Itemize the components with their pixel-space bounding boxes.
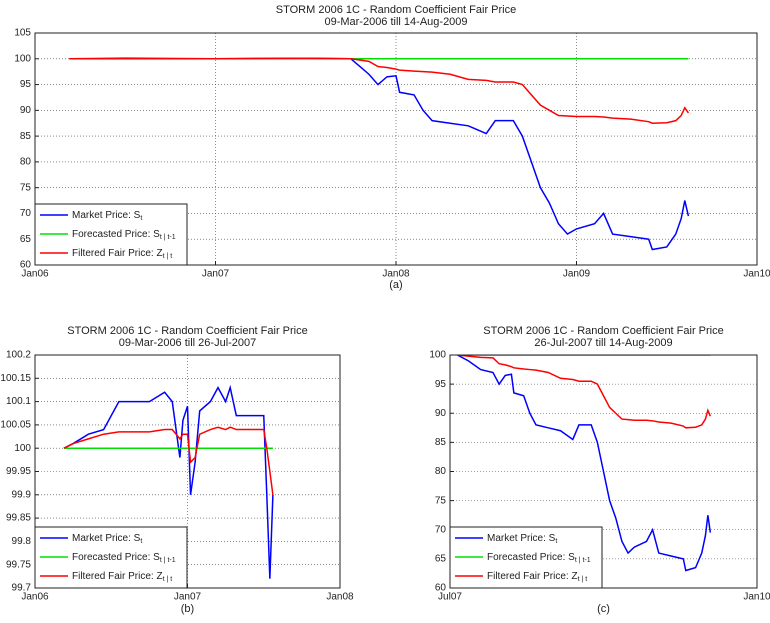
y-tick-label: 100 [429,350,446,361]
y-tick-label: 85 [20,131,32,142]
legend-name: Market Price: S [72,533,141,544]
x-tick-label: Jan10 [743,269,770,280]
x-tick-label: Jan07 [202,269,230,280]
legend-subscript: t [140,215,142,222]
y-tick-label: 90 [435,408,447,419]
y-tick-label: 100 [14,443,31,454]
caption: (c) [597,603,610,615]
y-tick-label: 65 [20,234,32,245]
chart-subtitle: 09-Mar-2006 till 26-Jul-2007 [119,337,257,349]
legend-subscript: t | t-1 [160,234,176,241]
legend-name: Forecasted Price: S [72,229,160,240]
legend-subscript: t | t [163,253,173,260]
legend-label: Forecasted Price: St | t-1 [487,552,591,564]
y-tick-label: 100.2 [6,350,31,361]
y-tick-label: 99.9 [12,489,32,500]
legend-label: Market Price: St [72,533,142,545]
chart-title: STORM 2006 1C - Random Coefficient Fair … [276,4,516,16]
legend-name: Market Price: S [72,210,141,221]
y-tick-label: 90 [20,105,32,116]
caption: (b) [181,603,194,615]
y-tick-label: 95 [435,379,447,390]
y-tick-label: 99.85 [6,513,31,524]
y-tick-label: 99.75 [6,559,31,570]
legend-subscript: t | t [163,576,173,583]
x-tick-label: Jan09 [563,269,591,280]
x-tick-label: Jan06 [21,269,49,280]
y-tick-label: 105 [14,28,31,39]
legend-label: Filtered Fair Price: Zt | t [72,248,172,260]
chart-title: STORM 2006 1C - Random Coefficient Fair … [67,325,307,337]
series-line [63,426,274,495]
legend-name: Filtered Fair Price: Z [72,571,163,582]
legend-name: Forecasted Price: S [487,552,575,563]
legend-label: Filtered Fair Price: Zt | t [487,571,587,583]
legend-label: Market Price: St [72,210,142,222]
legend-label: Forecasted Price: St | t-1 [72,229,176,241]
x-tick-label: Jan06 [21,592,49,603]
caption: (a) [389,279,402,291]
legend-subscript: t | t-1 [160,557,176,564]
series-line [63,384,274,579]
x-tick-label: Jan08 [326,592,354,603]
series-line [457,355,712,572]
legend-label: Forecasted Price: St | t-1 [72,552,176,564]
legend-name: Forecasted Price: S [72,552,160,563]
y-tick-label: 100 [14,53,31,64]
y-tick-label: 80 [435,466,447,477]
y-tick-label: 95 [20,79,32,90]
legend-name: Filtered Fair Price: Z [72,248,163,259]
y-tick-label: 65 [435,554,447,565]
x-tick-label: Jan08 [382,269,410,280]
series-line [69,57,690,251]
plot-frame [34,32,758,266]
y-tick-label: 99.7 [12,583,32,594]
y-tick-label: 80 [20,157,32,168]
y-tick-label: 60 [435,583,447,594]
y-tick-label: 85 [435,437,447,448]
y-tick-label: 75 [435,495,447,506]
legend-label: Filtered Fair Price: Zt | t [72,571,172,583]
y-tick-label: 60 [20,260,32,271]
chart-subtitle: 09-Mar-2006 till 14-Aug-2009 [324,16,467,28]
y-tick-label: 100.1 [6,396,31,407]
y-tick-label: 70 [435,524,447,535]
legend-name: Market Price: S [487,533,556,544]
y-tick-label: 100.15 [0,373,31,384]
series-line [69,57,690,124]
y-tick-label: 75 [20,182,32,193]
legend-label: Market Price: St [487,533,557,545]
x-tick-label: Jan07 [174,592,202,603]
legend-subscript: t | t-1 [575,557,591,564]
legend-subscript: t [555,538,557,545]
y-tick-label: 99.95 [6,466,31,477]
legend-subscript: t [140,538,142,545]
legend-name: Filtered Fair Price: Z [487,571,578,582]
chart-title: STORM 2006 1C - Random Coefficient Fair … [483,325,723,337]
x-tick-label: Jul07 [438,592,462,603]
x-tick-label: Jan10 [743,592,770,603]
plot-frame [449,354,758,589]
y-tick-label: 99.8 [12,536,32,547]
y-tick-label: 70 [20,208,32,219]
chart-subtitle: 26-Jul-2007 till 14-Aug-2009 [534,337,672,349]
legend-subscript: t | t [578,576,588,583]
y-tick-label: 100.05 [0,420,31,431]
series-line [457,355,712,429]
